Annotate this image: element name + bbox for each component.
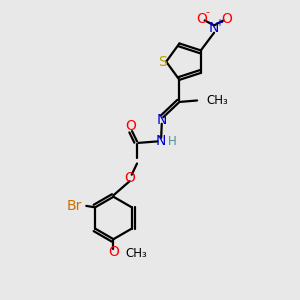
Text: S: S bbox=[158, 55, 167, 69]
Text: +: + bbox=[215, 18, 223, 28]
Text: N: N bbox=[157, 113, 167, 127]
Text: O: O bbox=[125, 119, 136, 133]
Text: N: N bbox=[156, 134, 166, 148]
Text: O: O bbox=[108, 245, 119, 260]
Text: -: - bbox=[205, 8, 209, 17]
Text: N: N bbox=[209, 21, 219, 35]
Text: H: H bbox=[168, 135, 177, 148]
Text: CH₃: CH₃ bbox=[126, 247, 148, 260]
Text: O: O bbox=[124, 171, 135, 185]
Text: CH₃: CH₃ bbox=[207, 94, 229, 107]
Text: Br: Br bbox=[67, 199, 82, 213]
Text: O: O bbox=[221, 12, 232, 26]
Text: O: O bbox=[196, 12, 207, 26]
